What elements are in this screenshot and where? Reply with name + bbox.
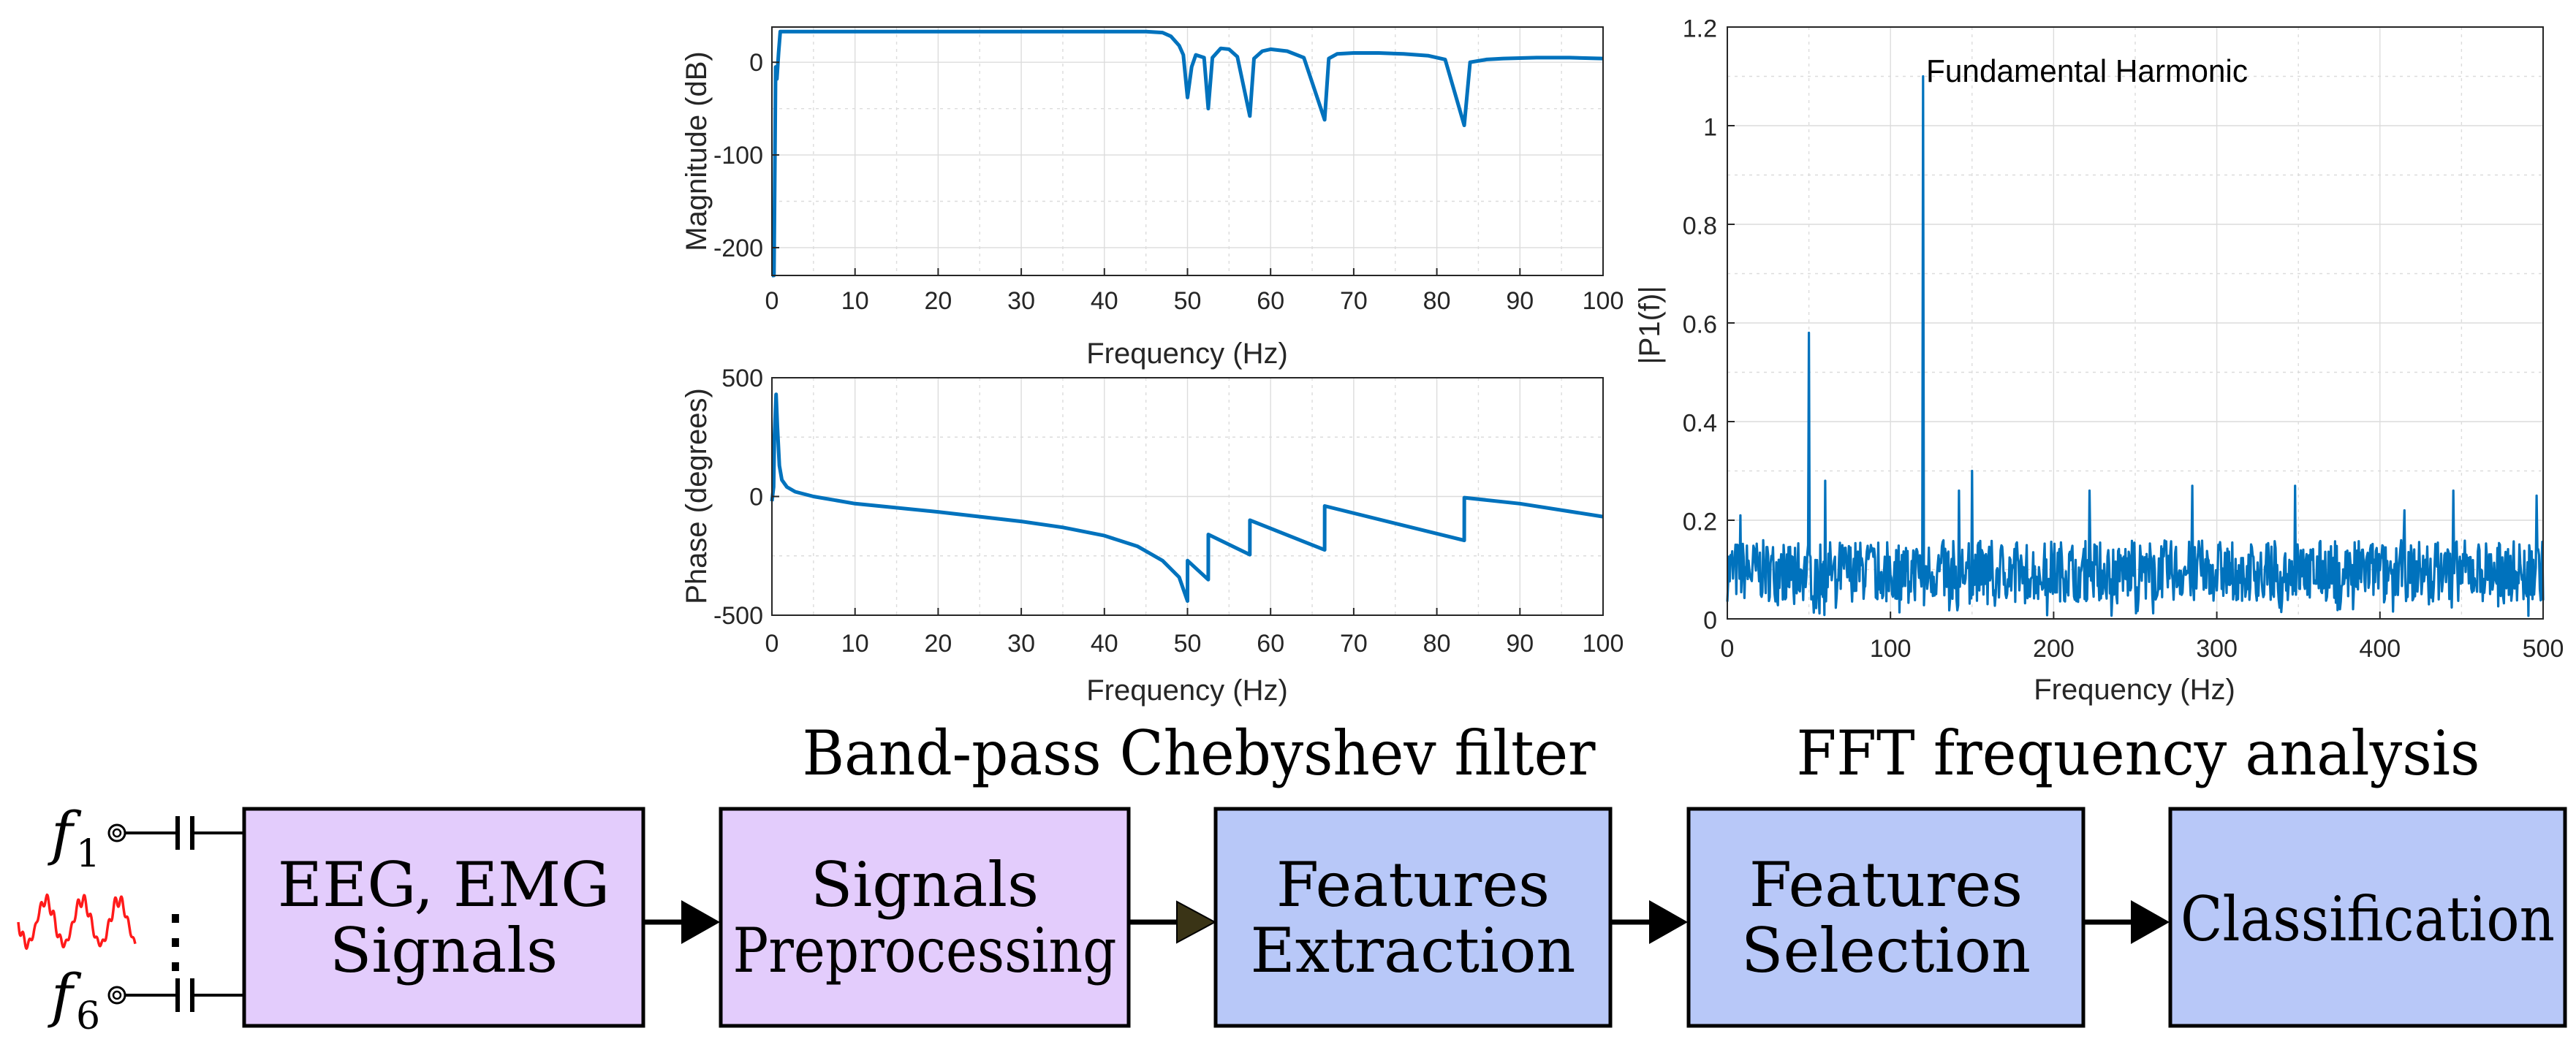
pipeline-box-features-selection: Features Selection: [1686, 807, 2086, 1028]
fft-caption: FFT frequency analysis: [1797, 718, 2480, 789]
x-tick-label: 60: [1257, 287, 1284, 315]
x-tick-label: 80: [1423, 630, 1451, 658]
x-tick-label: 10: [841, 287, 869, 315]
x-tick-label: 30: [1007, 630, 1035, 658]
x-tick-label: 100: [1583, 287, 1624, 315]
box-classify-line1: Classification: [2181, 883, 2555, 955]
x-tick-label: 0: [1721, 635, 1735, 663]
magnitude-y-ticks: 0 -100 -200: [713, 49, 779, 262]
electrode-icon-top: [107, 823, 126, 842]
y-tick-label: 0: [1703, 606, 1717, 634]
x-tick-label: 30: [1007, 287, 1035, 315]
x-tick-label: 40: [1091, 630, 1118, 658]
x-tick-label: 300: [2196, 635, 2238, 663]
phase-x-label: Frequency (Hz): [1086, 674, 1288, 707]
magnitude-series-line: [772, 29, 1604, 278]
pipeline-box-features-extraction: Features Extraction: [1213, 807, 1613, 1028]
x-tick-label: 400: [2359, 635, 2401, 663]
box-preproc-line2: Preprocessing: [733, 915, 1117, 986]
y-tick-label: -200: [713, 235, 763, 262]
pipeline-box-signals-preprocessing: Signals Preprocessing: [719, 807, 1131, 1028]
pipeline-box-eeg-emg-signals: EEG, EMG Signals: [242, 807, 645, 1028]
x-tick-label: 90: [1506, 287, 1534, 315]
phase-y-ticks: 500 0 -500: [713, 365, 779, 630]
fft-plot: 0 100 200 300 400 500 0 0.2 0.4 0.6 0.8 1 1.2 Funda…: [1634, 15, 2564, 706]
phase-series-line: [770, 392, 1604, 603]
x-tick-label: 10: [841, 630, 869, 658]
y-tick-label: 1.2: [1683, 15, 1717, 42]
x-tick-label: 20: [924, 630, 952, 658]
pipeline-arrow-4: [2083, 900, 2170, 944]
processing-pipeline: EEG, EMG Signals Signals Preprocessing F…: [242, 807, 2567, 1028]
x-tick-label: 50: [1174, 630, 1202, 658]
x-tick-label: 20: [924, 287, 952, 315]
magnitude-grid: [771, 27, 1604, 275]
y-tick-label: 0.2: [1683, 508, 1717, 536]
x-tick-label: 40: [1091, 287, 1118, 315]
x-tick-label: 70: [1340, 287, 1368, 315]
phase-y-label: Phase (degrees): [681, 388, 713, 604]
box-select-line2: Selection: [1741, 915, 2031, 986]
magnitude-x-label: Frequency (Hz): [1086, 338, 1288, 370]
y-tick-label: 0.8: [1683, 212, 1717, 240]
filter-caption: Band-pass Chebyshev filter: [803, 718, 1596, 789]
electrode-icon-bottom: [107, 986, 126, 1005]
raw-signal-waveform: [17, 893, 137, 951]
x-tick-label: 50: [1174, 287, 1202, 315]
box-extract-line2: Extraction: [1250, 915, 1575, 986]
input-f1-index: 1: [76, 832, 100, 876]
box-extract-line1: Features: [1276, 849, 1550, 921]
fft-annotation-fundamental-harmonic: Fundamental Harmonic: [1926, 53, 2248, 89]
x-tick-label: 100: [1583, 630, 1624, 658]
box-eeg-line2: Signals: [330, 915, 558, 986]
box-select-line1: Features: [1749, 849, 2023, 921]
x-tick-label: 80: [1423, 287, 1451, 315]
pipeline-arrow-3: [1610, 900, 1688, 944]
fft-y-label: |P1(f)|: [1634, 286, 1666, 364]
y-tick-label: 0.6: [1683, 311, 1717, 338]
input-f1: f 1: [48, 799, 244, 876]
x-tick-label: 0: [765, 287, 779, 315]
fft-y-ticks: 0 0.2 0.4 0.6 0.8 1 1.2: [1683, 15, 1735, 634]
box-preproc-line1: Signals: [811, 849, 1039, 921]
x-tick-label: 60: [1257, 630, 1284, 658]
box-eeg-line1: EEG, EMG: [278, 849, 610, 921]
input-f6-index: 6: [76, 994, 100, 1038]
input-dots: ⋮: [140, 899, 211, 981]
electrode-inputs: f 1 ⋮ f 6: [17, 799, 244, 1038]
y-tick-label: 0: [749, 483, 763, 511]
x-tick-label: 200: [2033, 635, 2075, 663]
fft-x-label: Frequency (Hz): [2034, 674, 2235, 706]
magnitude-plot: 0 10 20 30 40 50 60 70 80 90 100 0 -100 -200 Frequen…: [681, 26, 1624, 370]
x-tick-label: 500: [2523, 635, 2564, 663]
x-tick-label: 100: [1870, 635, 1912, 663]
magnitude-x-ticks: 0 10 20 30 40 50 60 70 80 90 100: [765, 268, 1624, 315]
x-tick-label: 0: [765, 630, 779, 658]
x-tick-label: 70: [1340, 630, 1368, 658]
x-tick-label: 90: [1506, 630, 1534, 658]
y-tick-label: 0: [749, 49, 763, 77]
pipeline-box-classification: Classification: [2168, 807, 2567, 1028]
fft-x-ticks: 0 100 200 300 400 500: [1721, 612, 2564, 663]
phase-x-ticks: 0 10 20 30 40 50 60 70 80 90 100: [765, 608, 1624, 658]
y-tick-label: 1: [1703, 113, 1717, 141]
magnitude-y-label: Magnitude (dB): [681, 51, 713, 251]
y-tick-label: -500: [713, 602, 763, 630]
y-tick-label: 0.4: [1683, 409, 1717, 437]
fft-series-line: [1726, 75, 2545, 617]
pipeline-arrow-1: [643, 900, 720, 944]
y-tick-label: 500: [721, 365, 763, 392]
pipeline-arrow-2: [1129, 900, 1217, 944]
y-tick-label: -100: [713, 142, 763, 170]
